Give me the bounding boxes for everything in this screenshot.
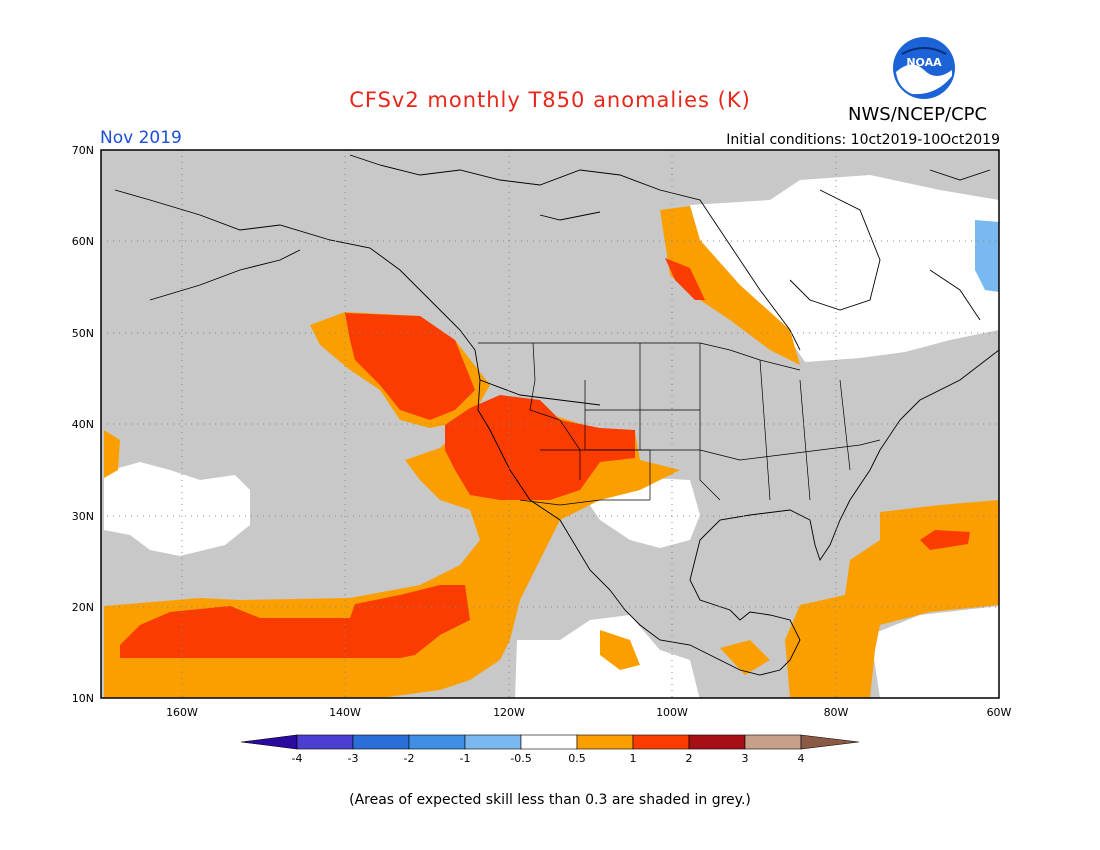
- lat-label: 20N: [72, 601, 94, 614]
- colorbar-label: -4: [292, 752, 303, 765]
- lat-label: 70N: [72, 144, 94, 157]
- colorbar-swatch: [464, 734, 522, 750]
- colorbar-label: -2: [404, 752, 415, 765]
- agency-label: NWS/NCEP/CPC: [848, 104, 988, 125]
- colorbar-swatch: [352, 734, 410, 750]
- colorbar: -4 -3 -2 -1 -0.5 0.5 1 2 3 4: [240, 734, 860, 765]
- coastlines: [114, 154, 1000, 676]
- lon-label: 60W: [987, 706, 1012, 719]
- map-frame: [100, 149, 1000, 699]
- colorbar-swatch: [688, 734, 746, 750]
- longitude-labels: 160W 140W 120W 100W 80W 60W: [166, 706, 1011, 719]
- colorbar-label: 0.5: [568, 752, 586, 765]
- colorbar-label: -0.5: [510, 752, 531, 765]
- latitude-labels: 70N 60N 50N 40N 30N 20N 10N: [72, 144, 94, 705]
- noaa-logo: NOAA: [893, 37, 955, 99]
- colorbar-label: 1: [630, 752, 637, 765]
- colorbar-swatch: [632, 734, 690, 750]
- colorbar-arrow-low: [240, 734, 298, 750]
- initial-conditions: Initial conditions: 10ct2019-10Oct2019: [726, 132, 1000, 148]
- colorbar-label: 2: [686, 752, 693, 765]
- skill-footnote: (Areas of expected skill less than 0.3 a…: [349, 792, 751, 808]
- lat-label: 10N: [72, 692, 94, 705]
- lon-label: 120W: [493, 706, 525, 719]
- colorbar-label: -1: [460, 752, 471, 765]
- logo-text: NOAA: [906, 56, 942, 69]
- gridlines: [101, 150, 999, 698]
- lat-label: 60N: [72, 235, 94, 248]
- lon-label: 100W: [656, 706, 688, 719]
- colorbar-swatch: [744, 734, 802, 750]
- colorbar-label: 4: [798, 752, 805, 765]
- map-title: CFSv2 monthly T850 anomalies (K): [349, 88, 751, 112]
- lat-label: 30N: [72, 510, 94, 523]
- lat-label: 50N: [72, 327, 94, 340]
- lon-label: 80W: [824, 706, 849, 719]
- lat-label: 40N: [72, 418, 94, 431]
- colorbar-swatch: [520, 734, 578, 750]
- forecast-month: Nov 2019: [100, 128, 182, 148]
- colorbar-label: -3: [348, 752, 359, 765]
- colorbar-swatch: [296, 734, 354, 750]
- lon-label: 160W: [166, 706, 198, 719]
- colorbar-swatch: [408, 734, 466, 750]
- colorbar-swatch: [576, 734, 634, 750]
- political-borders: [478, 342, 881, 506]
- colorbar-label: 3: [742, 752, 749, 765]
- colorbar-arrow-high: [800, 734, 860, 750]
- lon-label: 140W: [329, 706, 361, 719]
- red-regions: [120, 258, 970, 658]
- blue-region: [975, 220, 999, 292]
